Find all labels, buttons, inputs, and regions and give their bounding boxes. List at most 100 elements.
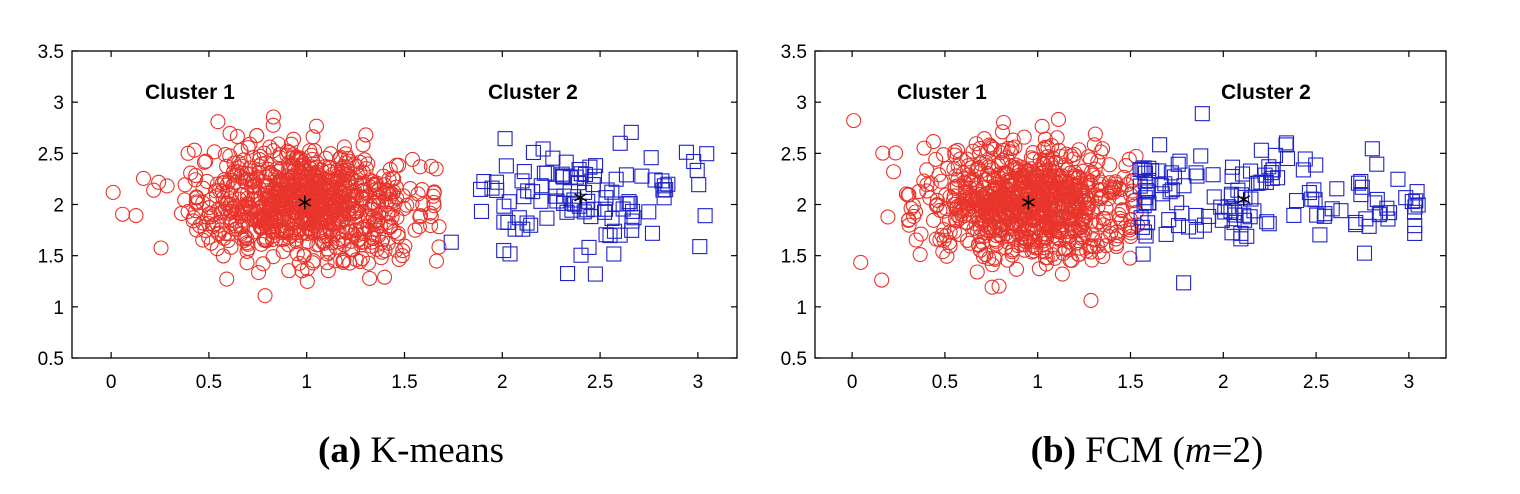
data-point-square [497, 131, 513, 147]
data-point-circle [1069, 235, 1085, 251]
data-point-circle [271, 199, 287, 215]
data-point-circle [219, 158, 235, 174]
data-point-circle [1017, 216, 1033, 232]
data-point-square [1152, 137, 1168, 153]
data-point-circle [251, 158, 267, 174]
data-point-square [472, 181, 489, 197]
data-point-circle [1013, 212, 1030, 228]
data-point-circle [983, 197, 999, 214]
data-point-circle [1088, 217, 1104, 233]
data-point-square [548, 188, 564, 204]
data-point-circle [265, 228, 282, 244]
data-point-circle [239, 205, 256, 221]
data-point-circle [217, 225, 233, 242]
data-point-circle [294, 188, 310, 204]
data-point-square [539, 210, 555, 226]
data-point-square [1253, 174, 1269, 190]
data-point-circle [250, 200, 266, 217]
centroid-marker [1237, 192, 1251, 207]
cluster-label: Cluster 2 [1221, 81, 1311, 104]
data-point-square [1278, 135, 1295, 151]
data-point-circle [404, 151, 421, 167]
data-point-square [514, 173, 530, 189]
x-tick-label: 0 [847, 372, 858, 393]
data-point-square [1242, 209, 1258, 225]
data-point-circle [1035, 156, 1051, 172]
data-point-circle [1031, 261, 1047, 277]
data-point-circle [972, 140, 988, 157]
data-point-circle [340, 150, 356, 166]
data-point-circle [333, 202, 349, 218]
data-point-square [606, 246, 622, 262]
data-point-circle [189, 222, 205, 238]
data-point-circle [293, 150, 309, 167]
data-point-square [443, 234, 459, 250]
data-point-circle [975, 207, 991, 223]
data-point-square [1289, 192, 1305, 209]
data-point-square [1233, 231, 1249, 247]
data-point-square [699, 146, 715, 162]
data-point-circle [224, 212, 240, 228]
data-point-circle [1112, 190, 1128, 206]
data-point-circle [294, 263, 310, 279]
y-tick-label: 2.5 [38, 144, 64, 165]
data-point-circle [1080, 149, 1097, 165]
data-point-square [535, 141, 551, 157]
data-point-circle [970, 160, 987, 176]
data-point-circle [973, 242, 989, 258]
data-point-circle [936, 222, 952, 238]
data-point-square [473, 203, 490, 219]
data-point-square [496, 198, 512, 214]
data-point-circle [1037, 131, 1053, 147]
data-point-circle [422, 205, 438, 221]
data-point-circle [1061, 210, 1077, 226]
data-point-square [1140, 194, 1157, 211]
data-point-circle [1044, 137, 1060, 154]
data-point-square [586, 201, 602, 217]
data-point-circle [1083, 177, 1099, 193]
data-point-circle [262, 185, 278, 201]
data-point-square [533, 178, 549, 194]
data-point-circle [352, 154, 368, 170]
data-point-circle [905, 198, 921, 214]
data-point-square [1407, 199, 1423, 215]
data-point-circle [240, 240, 256, 256]
data-point-circle [1111, 207, 1127, 223]
data-point-circle [229, 128, 245, 145]
data-point-circle [1006, 196, 1022, 213]
data-point-square [570, 175, 587, 191]
x-tick-label: 1 [1032, 372, 1043, 393]
data-point-square [1223, 186, 1240, 202]
data-point-square [598, 190, 614, 206]
data-point-square [678, 144, 694, 160]
data-point-circle [1050, 168, 1066, 184]
data-point-circle [880, 209, 896, 225]
data-point-square [599, 182, 615, 198]
data-point-square [660, 176, 676, 192]
data-point-circle [1062, 252, 1078, 268]
data-point-circle [347, 183, 363, 199]
data-point-circle [328, 239, 344, 255]
data-point-square [1188, 165, 1204, 181]
data-point-square [1398, 190, 1414, 206]
data-point-circle [978, 154, 994, 170]
data-point-circle [901, 217, 917, 233]
data-point-square [581, 239, 597, 255]
data-point-circle [232, 169, 248, 185]
data-point-circle [251, 265, 267, 281]
data-point-circle [947, 180, 963, 196]
data-point-circle [428, 253, 445, 269]
data-point-circle [360, 255, 377, 271]
data-point-circle [105, 184, 121, 200]
data-point-circle [377, 269, 393, 285]
data-point-circle [414, 181, 430, 198]
data-point-circle [1034, 118, 1050, 134]
data-point-circle [286, 131, 302, 147]
data-point-circle [412, 209, 428, 225]
data-point-circle [239, 255, 255, 271]
data-point-circle [355, 137, 371, 153]
y-tick-label: 3.5 [38, 42, 64, 63]
y-tick-label: 0.5 [38, 349, 64, 370]
data-point-circle [192, 218, 208, 234]
